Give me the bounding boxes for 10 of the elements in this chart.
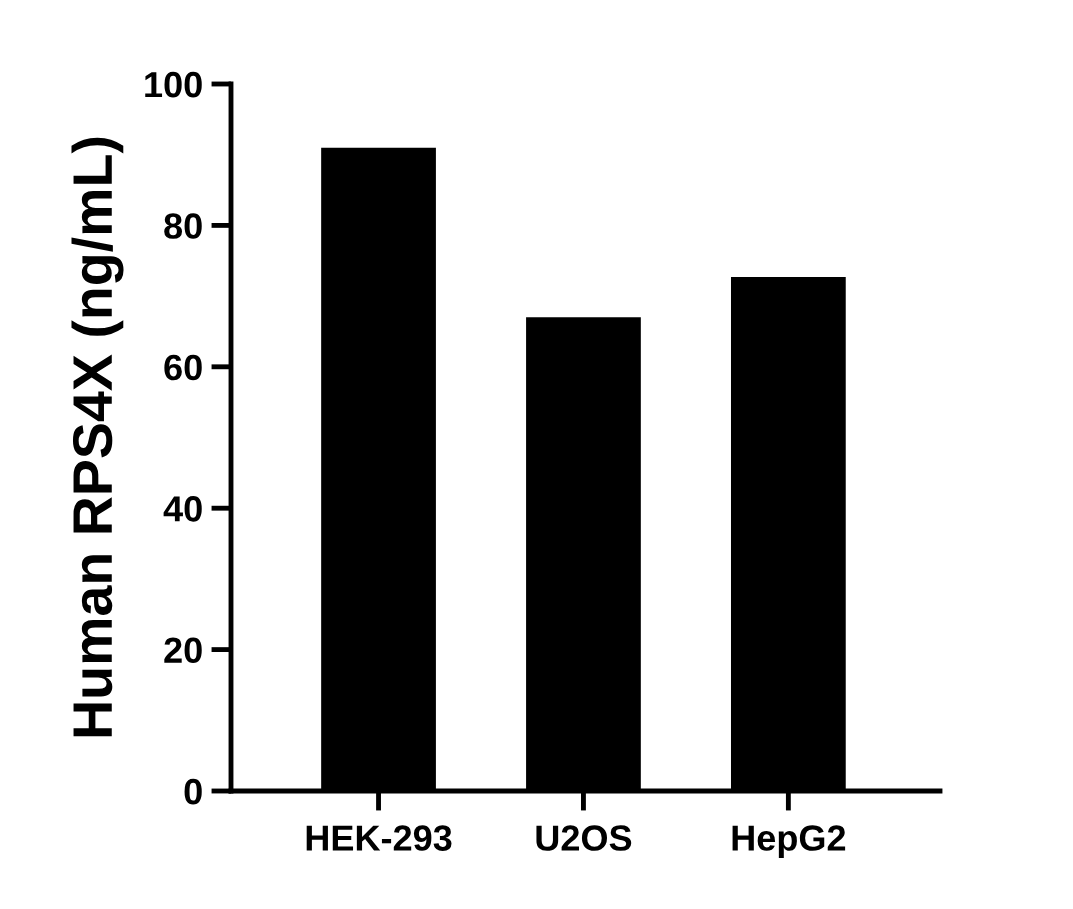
- y-tick-label: 0: [184, 778, 202, 805]
- y-tick-label: 60: [164, 354, 202, 381]
- y-tick-label: 40: [163, 496, 202, 522]
- y-tick-label: 80: [164, 213, 202, 239]
- x-tick-label: HEK-293: [306, 825, 452, 851]
- x-tick-label: HepG2: [732, 825, 846, 858]
- y-tick-label: 100: [145, 71, 202, 98]
- x-tick-label: U2OS: [536, 825, 632, 851]
- y-axis-title: Human RPS4X (ng/mL): [71, 137, 124, 737]
- y-tick-label: 20: [164, 637, 202, 664]
